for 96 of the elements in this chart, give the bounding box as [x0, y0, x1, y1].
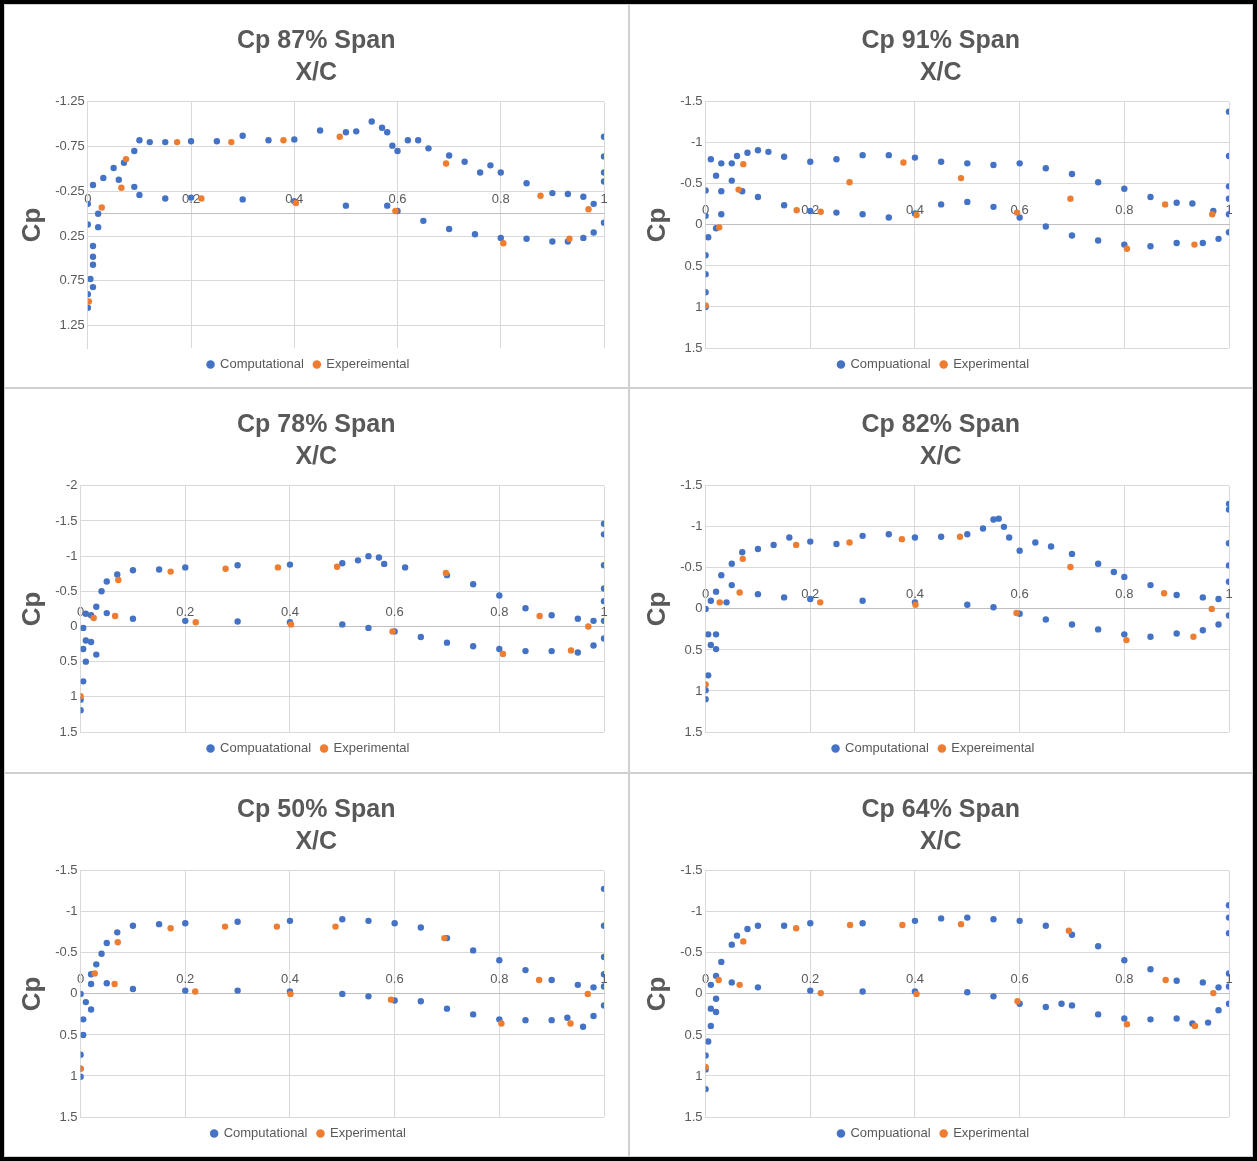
x-tick-label: 0.2 — [800, 970, 819, 986]
x-tick-label: 0.8 — [1114, 586, 1133, 602]
legend-label: Experimental — [952, 1124, 1029, 1140]
y-tick-label: -0.5 — [679, 175, 703, 191]
legend-label: Computational — [844, 740, 929, 756]
x-axis-title: X/C — [294, 825, 339, 856]
legend-label: Computational — [220, 356, 304, 372]
legend-label: Expereimental — [326, 356, 410, 372]
x-tick-label: 0.8 — [1114, 970, 1133, 986]
y-tick-label: 0.5 — [59, 653, 78, 669]
x-tick-label: 0.6 — [1010, 586, 1029, 602]
legend-label: Expereimental — [950, 740, 1035, 756]
legend-label: Compuational — [849, 1124, 931, 1140]
y-tick-label: -0.25 — [55, 182, 85, 198]
y-tick-label: -1.5 — [55, 512, 78, 528]
y-tick-label: 0 — [70, 618, 78, 634]
legend-label: Experimental — [329, 1124, 406, 1140]
y-tick-label: 0 — [70, 985, 78, 1001]
y-tick-label: -1 — [66, 903, 78, 919]
x-tick-label: 0.2 — [176, 604, 195, 620]
y-axis-title: Cp — [640, 207, 671, 243]
x-tick-label: 0.4 — [905, 586, 924, 602]
y-tick-label: 1 — [694, 1067, 703, 1083]
y-tick-label: -1.5 — [679, 862, 703, 878]
x-tick-label: 0.6 — [385, 604, 404, 620]
y-tick-label: 0 — [694, 985, 703, 1001]
y-tick-label: 1 — [70, 688, 78, 704]
x-tick-label: 0.4 — [280, 604, 299, 620]
chart-title: Cp 78% Span — [236, 409, 397, 440]
y-axis-title: Cp — [640, 976, 671, 1011]
y-tick-label: 1.5 — [684, 723, 703, 739]
y-axis-title: Cp — [640, 591, 671, 627]
y-tick-label: -1.5 — [55, 862, 78, 878]
x-tick-label: 0.4 — [280, 970, 299, 986]
y-tick-label: -0.5 — [55, 944, 78, 960]
x-tick-label: 0.2 — [176, 970, 195, 986]
y-axis-title: Cp — [15, 207, 46, 243]
x-axis-title: X/C — [918, 825, 963, 856]
chart-title: Cp 91% Span — [860, 25, 1021, 55]
x-tick-label: 0.8 — [491, 191, 510, 207]
y-tick-label: 0.75 — [59, 272, 85, 288]
x-tick-label: 0.2 — [800, 586, 819, 602]
y-tick-label: -1 — [690, 134, 703, 150]
y-tick-label: -2 — [66, 477, 78, 493]
y-tick-label: 1.5 — [684, 1108, 703, 1124]
x-axis-title: X/C — [918, 441, 963, 472]
x-axis-title: X/C — [294, 57, 339, 87]
x-tick-label: 0.4 — [285, 191, 304, 207]
chart-title: Cp 82% Span — [860, 409, 1021, 440]
legend-label: Experimental — [333, 740, 410, 756]
y-tick-label: 1.25 — [59, 317, 85, 333]
legend-label: Experimental — [952, 356, 1029, 372]
y-tick-label: 1.5 — [59, 723, 78, 739]
y-tick-label: -1 — [66, 548, 78, 564]
y-tick-label: 0.5 — [684, 641, 703, 657]
x-tick-label: 1 — [600, 604, 608, 620]
legend-label: Compuatational — [220, 740, 312, 756]
y-tick-label: 1 — [694, 298, 703, 314]
x-tick-label: 0.4 — [905, 202, 924, 218]
y-tick-label: -1 — [690, 518, 703, 534]
y-tick-label: -0.5 — [55, 583, 78, 599]
legend-label: Computational — [223, 1124, 308, 1140]
y-tick-label: -0.5 — [679, 944, 703, 960]
y-tick-label: -1.5 — [679, 477, 703, 493]
x-axis-title: X/C — [918, 57, 963, 87]
y-tick-label: 0.25 — [59, 227, 85, 243]
y-tick-label: 0 — [694, 216, 703, 232]
chart-title: Cp 50% Span — [236, 793, 397, 824]
y-tick-label: 1 — [70, 1067, 78, 1083]
y-tick-label: -1 — [690, 903, 703, 919]
x-axis-title: X/C — [294, 441, 339, 472]
y-tick-label: -0.5 — [679, 559, 703, 575]
legend-label: Compuational — [849, 356, 931, 372]
chart-title: Cp 64% Span — [860, 793, 1021, 824]
y-tick-label: 0.5 — [684, 257, 703, 273]
y-axis-title: Cp — [15, 591, 46, 627]
y-tick-label: -0.75 — [55, 138, 85, 154]
y-tick-label: 0.5 — [59, 1026, 78, 1042]
x-tick-label: 1 — [1224, 586, 1233, 602]
y-tick-label: 1 — [694, 682, 703, 698]
x-tick-label: 0.8 — [490, 604, 509, 620]
x-tick-label: 0.6 — [1010, 970, 1029, 986]
y-tick-label: 1.5 — [59, 1108, 78, 1124]
x-tick-label: 1 — [600, 191, 608, 207]
chart-title: Cp 87% Span — [236, 25, 397, 55]
y-tick-label: 0.5 — [684, 1026, 703, 1042]
x-tick-label: 0.4 — [905, 970, 924, 986]
x-tick-label: 0.2 — [182, 191, 201, 207]
x-tick-label: 0.8 — [1114, 202, 1133, 218]
y-tick-label: -1.5 — [679, 93, 703, 109]
x-tick-label: 0.6 — [388, 191, 407, 207]
x-tick-label: 0.6 — [385, 970, 404, 986]
y-tick-label: -1.25 — [55, 93, 85, 109]
y-axis-title: Cp — [15, 976, 46, 1011]
y-tick-label: 1.5 — [684, 339, 703, 355]
x-tick-label: 0.8 — [490, 970, 509, 986]
